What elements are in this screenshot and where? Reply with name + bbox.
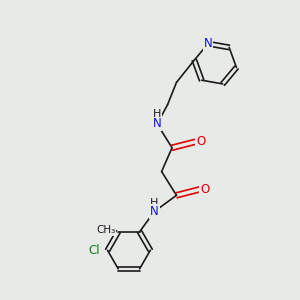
Text: H: H <box>149 198 158 208</box>
Text: N: N <box>204 37 212 50</box>
Text: N: N <box>150 205 159 218</box>
Text: Cl: Cl <box>88 244 100 257</box>
Text: H: H <box>153 110 161 119</box>
Text: N: N <box>153 118 161 130</box>
Text: CH₃: CH₃ <box>96 225 116 235</box>
Text: O: O <box>200 183 210 196</box>
Text: O: O <box>196 135 205 148</box>
